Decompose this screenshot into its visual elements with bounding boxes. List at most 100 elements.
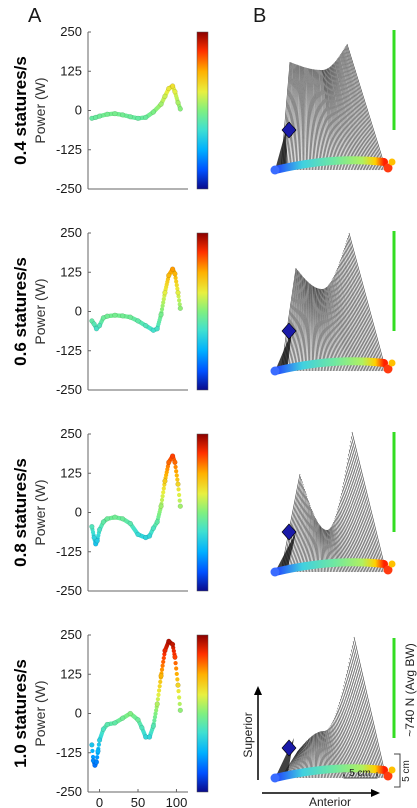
data-marker bbox=[166, 272, 172, 278]
data-marker bbox=[172, 271, 178, 277]
data-marker bbox=[127, 520, 133, 527]
force-vector-line bbox=[300, 279, 306, 372]
colorbar bbox=[196, 232, 209, 391]
data-marker bbox=[104, 516, 110, 522]
data-point bbox=[158, 679, 163, 684]
force-vector-line bbox=[343, 685, 369, 779]
force-vector-line bbox=[350, 440, 384, 573]
power-series bbox=[89, 266, 183, 333]
data-marker bbox=[146, 533, 153, 539]
data-point bbox=[154, 708, 159, 713]
force-vector-line bbox=[308, 68, 312, 171]
row-label: 0.6 statures/s bbox=[11, 257, 30, 366]
data-point bbox=[175, 286, 180, 291]
colorbar bbox=[196, 31, 209, 190]
force-vector-line bbox=[311, 68, 318, 171]
force-vector-line bbox=[309, 283, 311, 372]
force-vector-line bbox=[323, 69, 337, 171]
force-vector-line bbox=[320, 288, 331, 372]
force-vector-line bbox=[291, 64, 297, 171]
force-vector-line bbox=[338, 56, 370, 171]
force-vector-line bbox=[321, 69, 334, 171]
data-marker bbox=[95, 748, 101, 754]
force-vector-line bbox=[344, 681, 370, 779]
horizontal-scale-label: 5 cm bbox=[349, 768, 371, 779]
data-marker bbox=[96, 527, 103, 533]
data-point bbox=[176, 294, 181, 299]
force-vector-line bbox=[348, 232, 387, 372]
center-of-pressure-path bbox=[270, 764, 396, 783]
toe-marker-2 bbox=[388, 766, 396, 774]
data-marker bbox=[177, 305, 183, 311]
data-marker bbox=[154, 326, 160, 332]
data-point bbox=[156, 692, 161, 697]
center-of-pressure-path bbox=[270, 156, 396, 175]
force-vector-line bbox=[316, 69, 325, 171]
data-marker bbox=[96, 323, 103, 329]
force-vector-line bbox=[339, 261, 369, 372]
data-marker bbox=[96, 737, 103, 743]
data-marker bbox=[162, 290, 168, 296]
force-vector-line bbox=[309, 68, 315, 171]
heel-strike-vectors bbox=[275, 130, 287, 170]
data-marker bbox=[158, 503, 164, 509]
force-vector-line bbox=[336, 60, 364, 171]
force-vector-line bbox=[352, 641, 385, 779]
toe-marker-2 bbox=[388, 359, 396, 367]
force-vector-line bbox=[332, 64, 357, 171]
force-vector-line bbox=[349, 445, 382, 573]
force-vector-line bbox=[331, 281, 352, 372]
force-vector-line bbox=[344, 474, 372, 573]
force-vector-line bbox=[310, 68, 316, 171]
force-vector-line bbox=[311, 284, 313, 372]
force-vector-line bbox=[326, 286, 343, 372]
data-marker bbox=[146, 734, 153, 740]
vertical-scale-label: 5 cm bbox=[401, 760, 412, 782]
force-vector-line bbox=[339, 55, 372, 171]
force-vector-line bbox=[344, 245, 379, 372]
force-vector-line bbox=[328, 67, 349, 171]
colorbar bbox=[196, 433, 209, 592]
y-tick-label: 125 bbox=[60, 465, 82, 480]
y-axis-label: Power (W) bbox=[32, 278, 48, 344]
data-marker bbox=[135, 531, 141, 538]
force-vector-line bbox=[303, 281, 308, 372]
data-point bbox=[161, 490, 166, 495]
force-vector-line bbox=[347, 237, 384, 372]
force-vector-line bbox=[312, 69, 319, 171]
force-vector-line bbox=[326, 69, 343, 171]
x-tick-label: 100 bbox=[166, 795, 188, 808]
force-vector-line bbox=[348, 449, 381, 573]
toe-marker-2 bbox=[388, 560, 396, 568]
data-marker bbox=[170, 641, 176, 648]
force-vector-line bbox=[306, 282, 309, 372]
force-vector-line bbox=[329, 66, 351, 171]
y-tick-label: -125 bbox=[56, 343, 82, 358]
data-marker bbox=[127, 114, 133, 120]
force-vector-line bbox=[318, 69, 328, 171]
force-vector-line bbox=[318, 288, 327, 372]
force-vector-line bbox=[301, 280, 307, 372]
force-vector-line bbox=[307, 283, 310, 372]
y-tick-label: -250 bbox=[56, 181, 82, 196]
force-vector-line bbox=[324, 288, 339, 372]
data-marker bbox=[150, 525, 156, 531]
toe-marker bbox=[383, 565, 393, 575]
row-label: 0.4 statures/s bbox=[11, 56, 30, 165]
x-tick-label: 50 bbox=[131, 795, 145, 808]
force-vector-line bbox=[346, 669, 375, 779]
y-tick-label: 125 bbox=[60, 63, 82, 78]
force-vector-line bbox=[291, 274, 302, 372]
force-vector-line bbox=[300, 66, 303, 171]
force-vector-line bbox=[341, 254, 373, 372]
force-vector-line bbox=[295, 498, 308, 573]
force-vector-line bbox=[340, 259, 370, 372]
force-vector-line bbox=[343, 48, 381, 171]
force-vector-line bbox=[312, 285, 315, 372]
data-point bbox=[174, 469, 179, 474]
data-marker bbox=[177, 106, 183, 112]
force-vector-line bbox=[292, 64, 298, 171]
data-point bbox=[174, 473, 179, 478]
data-point bbox=[153, 711, 158, 716]
force-vectors bbox=[280, 232, 387, 372]
